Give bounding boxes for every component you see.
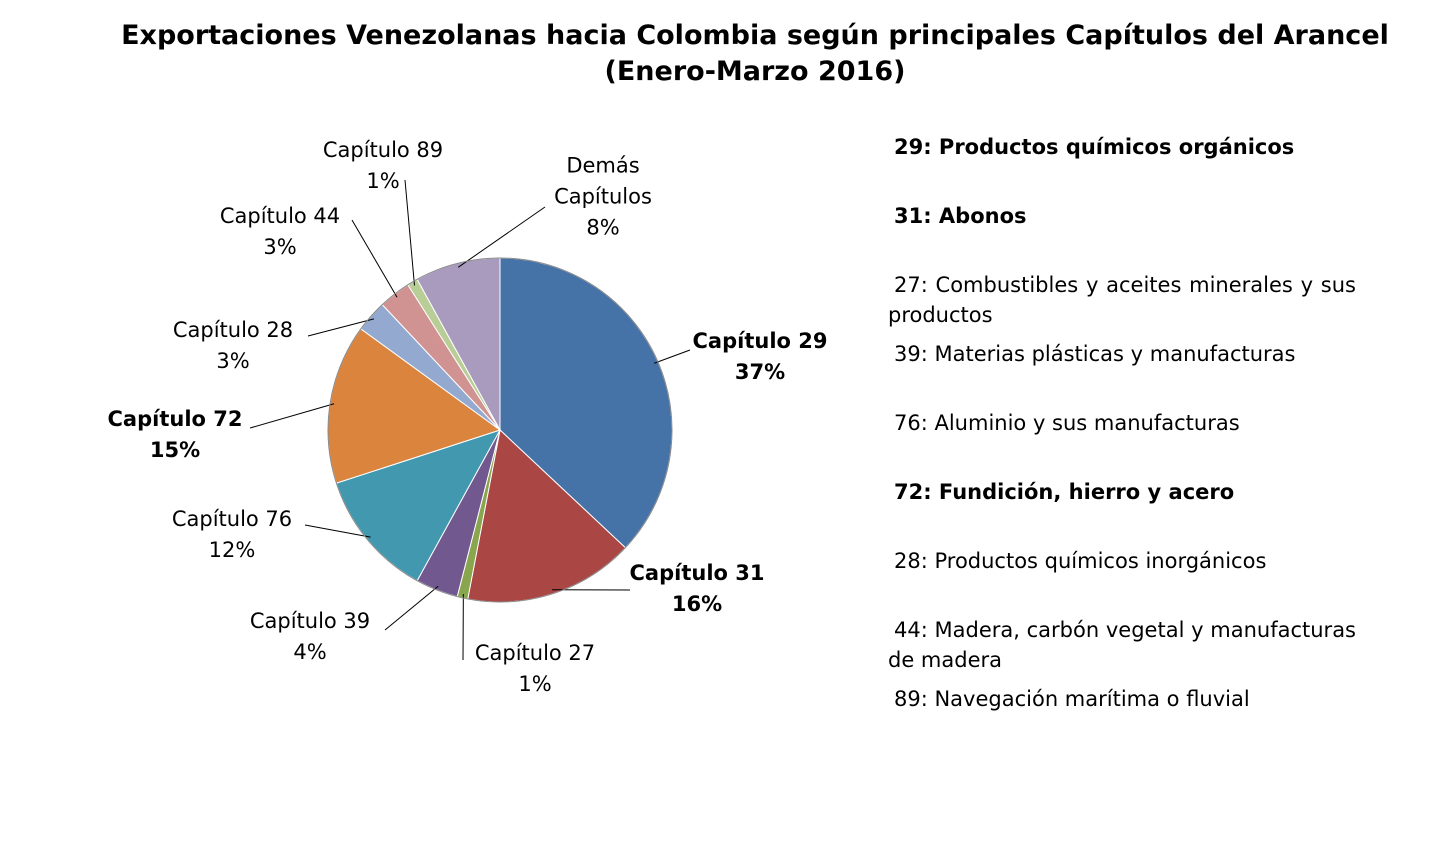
leader-line bbox=[384, 585, 439, 631]
data-label: Capítulo 76 12% bbox=[152, 504, 312, 566]
leader-line bbox=[404, 179, 415, 286]
label-value: 3% bbox=[263, 235, 297, 259]
label-name: Capítulo 39 bbox=[249, 609, 371, 633]
leader-line bbox=[457, 206, 546, 268]
label-name: Capítulo 72 bbox=[107, 407, 243, 431]
legend-note: 31: Abonos bbox=[894, 204, 1027, 228]
pie-outline bbox=[327, 257, 673, 603]
label-value: 15% bbox=[149, 438, 201, 462]
label-name: Capítulo 89 bbox=[322, 138, 444, 162]
label-name: Capítulo 44 bbox=[219, 204, 341, 228]
chart-title: Exportaciones Venezolanas hacia Colombia… bbox=[121, 20, 1389, 51]
label-value: 1% bbox=[518, 672, 552, 696]
label-name: Capítulo 27 bbox=[474, 641, 596, 665]
label-name: Demás Capítulos bbox=[554, 153, 652, 209]
label-name: Capítulo 31 bbox=[629, 561, 765, 585]
data-label: Capítulo 31 16% bbox=[617, 558, 777, 620]
data-label: Capítulo 72 15% bbox=[95, 404, 255, 466]
label-name: Capítulo 28 bbox=[172, 318, 294, 342]
legend-note: 27: Combustibles y aceites minerales y s… bbox=[888, 273, 1356, 327]
label-value: 12% bbox=[208, 538, 256, 562]
legend-note: 44: Madera, carbón vegetal y manufactura… bbox=[888, 618, 1356, 672]
label-value: 4% bbox=[293, 640, 327, 664]
legend-note: 72: Fundición, hierro y acero bbox=[894, 480, 1235, 504]
data-label: Demás Capítulos 8% bbox=[538, 151, 668, 244]
legend-notes: 29: Productos químicos orgánicos 31: Abon… bbox=[888, 132, 1356, 753]
legend-note: 76: Aluminio y sus manufacturas bbox=[894, 411, 1240, 435]
legend-note: 29: Productos químicos orgánicos bbox=[894, 135, 1295, 159]
leader-line bbox=[304, 524, 371, 538]
label-value: 16% bbox=[671, 592, 723, 616]
label-name: Capítulo 76 bbox=[171, 507, 293, 531]
title-block: Exportaciones Venezolanas hacia Colombia… bbox=[100, 18, 1410, 90]
data-label: Capítulo 27 1% bbox=[455, 638, 615, 700]
leader-line bbox=[249, 403, 335, 429]
data-label: Capítulo 44 3% bbox=[200, 201, 360, 263]
label-value: 8% bbox=[586, 215, 620, 240]
data-label: Capítulo 39 4% bbox=[230, 606, 390, 668]
label-value: 3% bbox=[216, 349, 250, 373]
leader-line bbox=[307, 318, 375, 337]
label-value: 37% bbox=[734, 360, 786, 384]
leader-line bbox=[351, 219, 398, 298]
legend-note: 39: Materias plásticas y manufacturas bbox=[894, 342, 1296, 366]
legend-note: 89: Navegación marítima o fluvial bbox=[894, 687, 1250, 711]
data-label: Capítulo 28 3% bbox=[153, 315, 313, 377]
leader-line bbox=[654, 349, 691, 364]
chart-subtitle: (Enero-Marzo 2016) bbox=[604, 56, 906, 87]
data-label: Capítulo 29 37% bbox=[680, 326, 840, 388]
label-value: 1% bbox=[366, 169, 400, 193]
label-name: Capítulo 29 bbox=[692, 329, 828, 353]
data-label: Capítulo 89 1% bbox=[303, 135, 463, 197]
legend-note: 28: Productos químicos inorgánicos bbox=[894, 549, 1267, 573]
